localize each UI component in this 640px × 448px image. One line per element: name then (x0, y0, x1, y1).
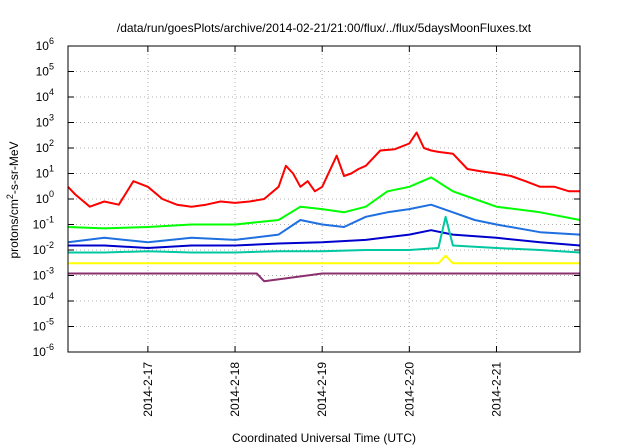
x-axis-title: Coordinated Universal Time (UTC) (232, 431, 416, 445)
x-tick-label: 2014-2-20 (402, 362, 416, 417)
y-tick-label: 105 (36, 62, 54, 79)
y-tick-exponent: -5 (46, 317, 54, 327)
y-tick-base: 10 (36, 116, 50, 130)
x-tick-label: 2014-2-17 (141, 362, 155, 417)
y-tick-label: 10-6 (33, 342, 54, 359)
x-axis: 2014-2-17 2014-2-18 2014-2-19 2014-2-20 2014… (141, 46, 503, 417)
y-tick-exponent: 5 (49, 62, 54, 72)
series-line-6 (68, 254, 580, 265)
y-tick-base: 10 (33, 320, 47, 334)
y-tick-exponent: 6 (49, 36, 54, 46)
x-tick-label: 2014-2-19 (315, 362, 329, 417)
y-tick-exponent: -6 (46, 342, 54, 352)
y-axis: 10-610-510-410-310-210-11001011021031041… (33, 36, 580, 359)
y-axis-title-post: -s-sr-MeV (7, 141, 21, 194)
y-tick-base: 10 (36, 65, 50, 79)
y-tick-base: 10 (33, 269, 47, 283)
chart-title: /data/run/goesPlots/archive/2014-02-21/2… (117, 21, 532, 35)
y-tick-exponent: -2 (46, 240, 54, 250)
y-tick-exponent: -4 (46, 291, 54, 301)
y-tick-label: 10-1 (33, 215, 54, 232)
y-tick-label: 101 (36, 164, 54, 181)
y-tick-label: 102 (36, 138, 54, 155)
series-line-3 (67, 203, 581, 244)
y-tick-exponent: 0 (49, 189, 54, 199)
y-tick-label: 10-4 (33, 291, 54, 308)
y-tick-label: 100 (36, 189, 54, 206)
y-tick-base: 10 (36, 192, 50, 206)
series-line-1 (67, 131, 580, 208)
y-axis-title-pre: protons/cm (7, 199, 21, 258)
y-tick-base: 10 (36, 167, 50, 181)
y-tick-label: 10-2 (33, 240, 54, 257)
y-tick-base: 10 (33, 243, 47, 257)
series-line-2 (67, 176, 581, 230)
y-tick-exponent: 1 (49, 164, 54, 174)
y-axis-title-sup: 2 (5, 194, 15, 199)
y-tick-label: 106 (36, 36, 54, 53)
series-line-7 (68, 272, 580, 283)
y-tick-exponent: -3 (46, 266, 54, 276)
y-tick-exponent: -1 (46, 215, 54, 225)
y-tick-base: 10 (36, 39, 50, 53)
x-tick-label: 2014-2-18 (228, 362, 242, 417)
series-line-5 (68, 215, 581, 254)
y-tick-base: 10 (33, 294, 47, 308)
series-line-4 (68, 229, 581, 249)
series-layer (67, 131, 581, 283)
y-tick-exponent: 2 (49, 138, 54, 148)
x-tick-label: 2014-2-21 (489, 362, 503, 417)
y-tick-label: 103 (36, 113, 54, 130)
y-tick-exponent: 4 (49, 87, 54, 97)
y-axis-title: protons/cm2-s-sr-MeV (5, 141, 21, 258)
y-tick-label: 10-5 (33, 317, 54, 334)
y-tick-base: 10 (33, 218, 47, 232)
y-tick-base: 10 (36, 90, 50, 104)
y-tick-base: 10 (33, 345, 47, 359)
grid (68, 46, 580, 352)
y-tick-exponent: 3 (49, 113, 54, 123)
y-tick-base: 10 (36, 141, 50, 155)
y-tick-label: 104 (36, 87, 54, 104)
y-tick-label: 10-3 (33, 266, 54, 283)
